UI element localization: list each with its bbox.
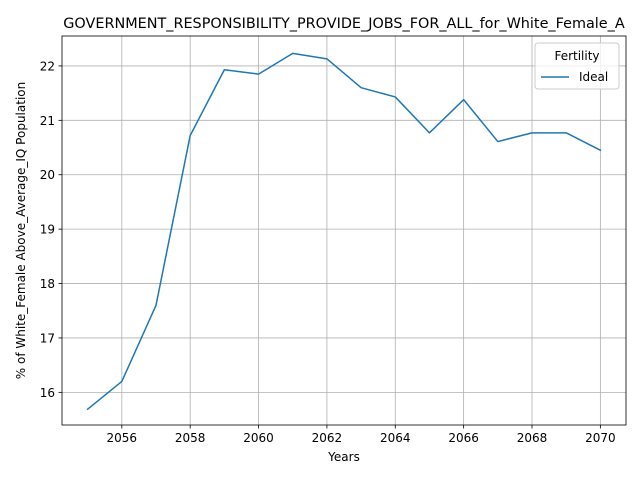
legend: Fertility Ideal: [534, 42, 620, 90]
x-tick-label: 2062: [312, 431, 343, 445]
series-layer: [86, 52, 602, 411]
x-tick-label: 2070: [585, 431, 616, 445]
y-tick-label: 16: [40, 386, 55, 400]
x-tick-label: 2066: [448, 431, 479, 445]
plot-frame: [61, 35, 627, 426]
x-axis-label: Years: [327, 450, 360, 464]
y-tick-label: 22: [40, 59, 55, 73]
y-tick-label: 17: [40, 331, 55, 345]
ticks: 2056 2058 2060 2062 2064 2066 2068 2070 16 17 18 19…: [40, 59, 616, 445]
x-tick-label: 2064: [380, 431, 411, 445]
legend-title: Fertility: [554, 49, 599, 63]
x-tick-label: 2058: [175, 431, 206, 445]
y-tick-label: 21: [40, 114, 55, 128]
y-axis-label: % of White_Female Above_Average_IQ Popul…: [14, 82, 28, 379]
y-tick-label: 19: [40, 223, 55, 237]
y-tick-label: 18: [40, 277, 55, 291]
legend-label-ideal: Ideal: [579, 70, 608, 84]
x-tick-label: 2068: [517, 431, 548, 445]
series-line-ideal: [86, 52, 602, 411]
chart-title: GOVERNMENT_RESPONSIBILITY_PROVIDE_JOBS_F…: [63, 16, 625, 32]
y-tick-label: 20: [40, 168, 55, 182]
x-tick-label: 2056: [107, 431, 138, 445]
grid: [62, 36, 626, 425]
x-tick-label: 2060: [243, 431, 274, 445]
